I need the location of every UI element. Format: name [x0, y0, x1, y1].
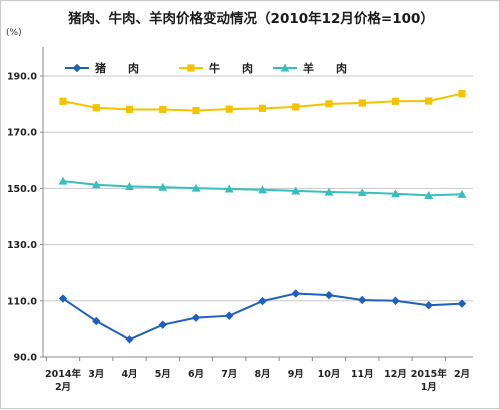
data-point-beef — [391, 97, 400, 105]
axis-layer: 90.0 110.0 130.0 150.0 170.0 190.0 2014年 2月 3月 4月… — [7, 47, 473, 393]
x-tick-label: 10月 — [318, 369, 341, 380]
legend-label-pork: 猪 肉 — [94, 61, 139, 75]
x-tick-label: 12月 — [384, 369, 407, 380]
legend-marker-beef — [187, 64, 195, 72]
data-point-beef — [159, 105, 167, 114]
x-tick-label: 11月 — [351, 369, 374, 380]
x-tick-label: 5月 — [155, 369, 171, 380]
legend: 猪 肉牛 肉羊 肉 — [65, 61, 347, 75]
data-point-mutton — [91, 180, 101, 189]
data-point-pork — [92, 316, 101, 326]
data-point-pork — [158, 320, 167, 329]
data-point-mutton — [125, 182, 134, 190]
y-tick-label: 110.0 — [7, 296, 37, 307]
x-tick-label: 2015年 — [411, 368, 447, 380]
data-point-beef — [292, 103, 300, 111]
data-point-mutton — [58, 176, 68, 185]
data-point-beef — [358, 99, 366, 107]
legend-label-beef: 牛 肉 — [209, 61, 253, 75]
data-point-pork — [358, 295, 367, 305]
x-tick-label: 8月 — [254, 369, 270, 380]
data-point-pork — [125, 335, 134, 344]
data-point-mutton — [391, 189, 400, 198]
x-tick-label: 9月 — [288, 369, 304, 380]
data-point-pork — [324, 290, 334, 300]
data-point-pork — [457, 299, 467, 308]
x-tick-label: 6月 — [188, 369, 204, 380]
data-point-mutton — [191, 183, 201, 192]
data-point-beef — [425, 97, 433, 105]
data-point-mutton — [457, 189, 467, 198]
data-point-beef — [325, 100, 333, 108]
y-axis-unit: (%) — [6, 28, 22, 38]
data-point-beef — [125, 105, 134, 114]
x-tick-label-line2: 1月 — [421, 382, 437, 393]
data-point-beef — [92, 104, 100, 112]
data-point-pork — [391, 296, 400, 305]
data-point-pork — [225, 311, 234, 320]
data-point-beef — [458, 90, 466, 98]
data-point-mutton — [424, 191, 434, 199]
data-point-mutton — [224, 184, 234, 193]
data-point-beef — [59, 97, 67, 105]
x-tick-label-line2: 2月 — [55, 382, 71, 393]
data-point-pork — [424, 301, 433, 310]
x-tick-label: 4月 — [121, 369, 137, 380]
legend-label-mutton: 羊 肉 — [303, 61, 347, 75]
y-tick-label: 190.0 — [7, 72, 37, 83]
x-tick-label: 2月 — [454, 369, 470, 380]
x-tick-label: 2014年 — [45, 368, 81, 380]
legend-marker-mutton — [280, 63, 290, 72]
chart-title: 猪肉、牛肉、羊肉价格变动情况（2010年12月价格=100） — [68, 11, 434, 27]
x-tick-label: 7月 — [221, 369, 237, 380]
data-point-mutton — [258, 185, 267, 194]
x-tick-label: 3月 — [88, 369, 104, 380]
data-point-mutton — [324, 187, 334, 196]
y-tick-label: 90.0 — [14, 353, 38, 364]
data-point-mutton — [291, 186, 301, 195]
data-point-pork — [291, 289, 300, 298]
series-layer — [58, 90, 467, 344]
data-point-mutton — [158, 182, 168, 191]
data-point-pork — [58, 294, 68, 303]
data-point-mutton — [357, 188, 367, 197]
legend-marker-pork — [72, 63, 82, 73]
y-tick-label: 150.0 — [7, 184, 37, 195]
data-point-beef — [225, 105, 233, 113]
grid-layer — [43, 75, 473, 302]
data-point-pork — [191, 313, 201, 322]
data-point-pork — [258, 296, 267, 306]
y-tick-label: 170.0 — [7, 128, 37, 139]
data-point-beef — [192, 106, 200, 115]
y-tick-label: 130.0 — [7, 240, 37, 251]
data-point-beef — [258, 104, 267, 112]
